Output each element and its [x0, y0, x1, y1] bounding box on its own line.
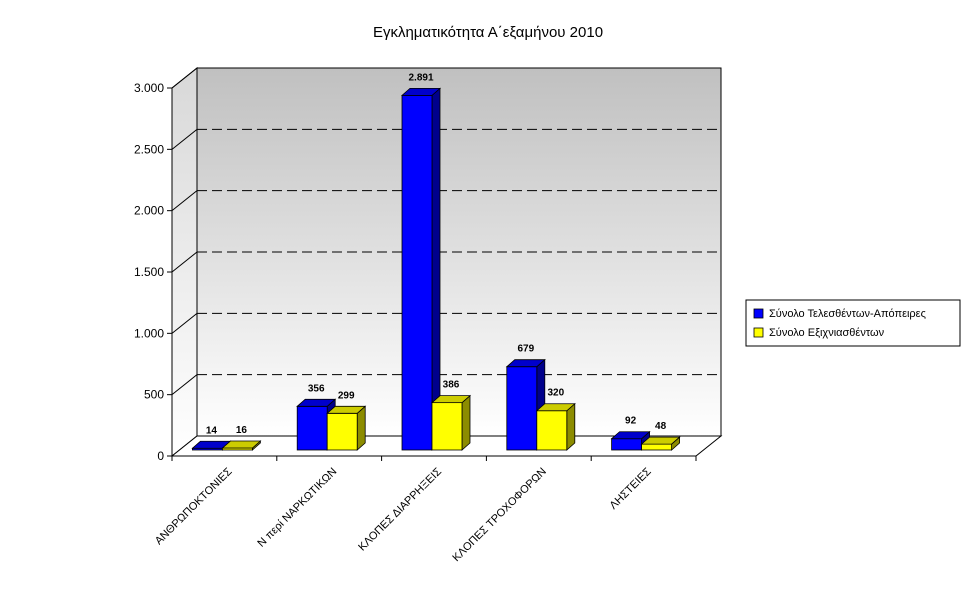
bar-side	[461, 394, 471, 451]
bar-side	[356, 405, 366, 451]
data-label: 679	[517, 344, 534, 355]
data-label: 299	[338, 390, 355, 401]
bar-top	[296, 398, 337, 407]
y-tick-label: 1.000	[134, 326, 164, 340]
legend-box	[745, 299, 961, 347]
bar-top	[505, 359, 546, 368]
data-label: 356	[308, 383, 325, 394]
bar-top	[430, 395, 472, 404]
bar-top	[535, 403, 576, 412]
data-label: 48	[655, 421, 667, 432]
y-tick-label: 500	[144, 388, 164, 402]
data-label: 2.891	[408, 72, 433, 83]
bar	[641, 443, 672, 451]
y-axis-ticks: 0 500 1.000 1.500 2.000 2.500 3.000	[134, 81, 172, 463]
legend: Σύνολο Τελεσθέντων-Απόπειρες Σύνολο Εξιχ…	[745, 299, 961, 347]
y-tick-label: 2.500	[134, 142, 164, 156]
bar	[296, 405, 328, 451]
x-tick-label: ΛΗΣΤΕΙΕΣ	[608, 465, 654, 511]
bar-top	[221, 440, 262, 449]
bar-top	[400, 87, 442, 96]
y-tick-label: 3.000	[134, 81, 164, 95]
bar-top	[610, 431, 651, 440]
bar	[506, 366, 538, 451]
bar-top	[326, 405, 367, 414]
bar-side	[431, 87, 441, 451]
bar	[611, 438, 642, 451]
bar-top	[640, 436, 681, 445]
data-label: 386	[443, 380, 460, 391]
bar	[536, 410, 568, 451]
data-label: 320	[547, 388, 564, 399]
gridlines	[171, 67, 721, 396]
gridline-diagonal	[171, 67, 198, 89]
y-tick-label: 2.000	[134, 204, 164, 218]
bar	[326, 412, 358, 451]
gridline-diagonal	[171, 374, 198, 396]
x-tick-label: ΚΛΟΠΕΣ ΔΙΑΡΡΗΞΕΙΣ	[356, 466, 444, 554]
x-tick-label: ΑΝΘΡΩΠΟΚΤΟΝΙΕΣ	[153, 465, 235, 547]
gridline-diagonal	[171, 251, 198, 273]
data-label: 92	[625, 416, 637, 427]
data-label: 16	[236, 425, 248, 436]
x-tick-label: Ν περί ΝΑΡΚΩΤΙΚΩΝ	[255, 466, 339, 550]
chart-title: Εγκληματικότητα Α΄εξαμήνου 2010	[373, 24, 603, 41]
legend-label-series-1: Σύνολο Τελεσθέντων-Απόπειρες	[769, 308, 926, 320]
y-tick-label: 0	[157, 449, 164, 463]
gridline-diagonal	[171, 128, 198, 150]
y-tick-label: 1.500	[134, 265, 164, 279]
bar	[431, 402, 463, 451]
bar	[401, 94, 433, 451]
legend-swatch-series-2	[753, 327, 764, 338]
bars: 14 16 356 299 2.891 386 679 320 92 48	[191, 72, 681, 451]
x-tick-label: ΚΛΟΠΕΣ ΤΡΟΧΟΦΟΡΩΝ	[450, 466, 549, 565]
legend-label-series-2: Σύνολο Εξιχνιασθέντων	[769, 327, 885, 339]
gridline-diagonal	[171, 312, 198, 334]
bar-side	[566, 402, 576, 451]
gridline-diagonal	[171, 190, 198, 212]
legend-swatch-series-1	[753, 308, 764, 319]
x-axis-labels: ΑΝΘΡΩΠΟΚΤΟΝΙΕΣ Ν περί ΝΑΡΚΩΤΙΚΩΝ ΚΛΟΠΕΣ ΔΙ…	[153, 456, 697, 565]
data-label: 14	[206, 425, 218, 436]
